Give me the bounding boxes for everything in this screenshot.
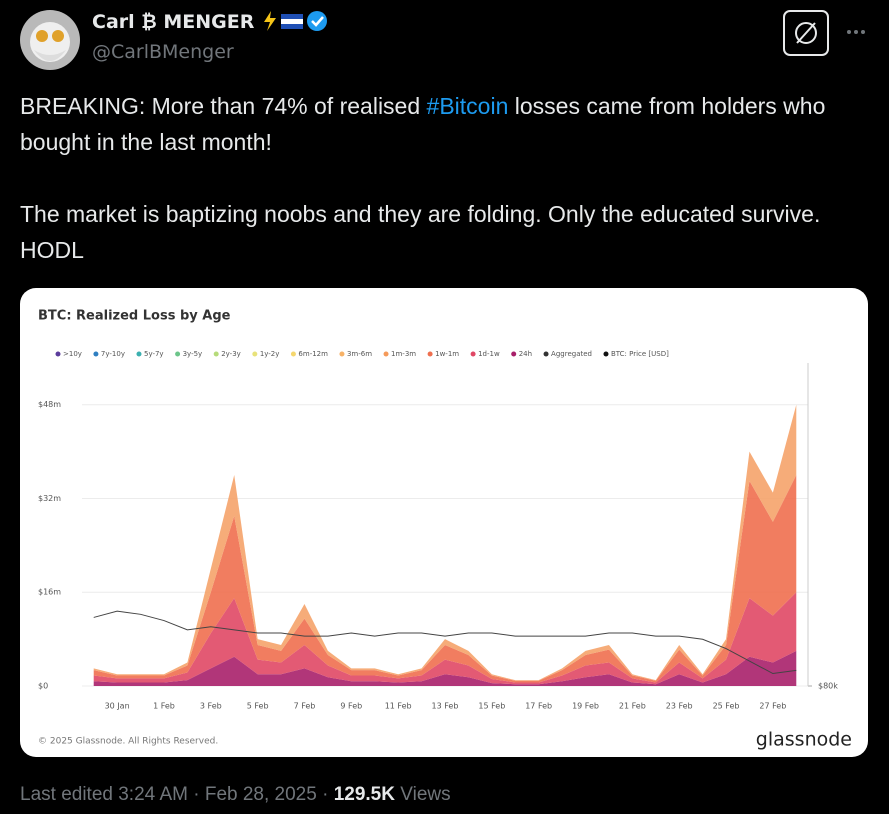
x-tick-label: 1 Feb	[153, 702, 175, 711]
hashtag[interactable]: #Bitcoin	[426, 93, 509, 119]
legend-swatch	[383, 351, 389, 357]
legend-swatch	[543, 351, 549, 357]
chart: BTC: Realized Loss by Age © 2025 Glassno…	[38, 309, 852, 751]
legend-label: 1w-1m	[435, 350, 459, 358]
legend-label: 3m-6m	[347, 350, 372, 358]
chart-card[interactable]: BTC: Realized Loss by Age © 2025 Glassno…	[20, 288, 868, 757]
legend-swatch	[136, 351, 142, 357]
legend-label: 1y-2y	[260, 350, 280, 358]
x-tick-label: 3 Feb	[200, 702, 222, 711]
x-tick-label: 15 Feb	[478, 702, 505, 711]
text: losses came from holders who bought in t…	[20, 93, 826, 155]
text: BREAKING: More than 74% of realised	[20, 93, 427, 119]
x-tick-label: 21 Feb	[619, 702, 646, 711]
legend-label: 1d-1w	[478, 350, 500, 358]
legend-label: BTC: Price [USD]	[611, 350, 669, 358]
legend-swatch	[339, 351, 345, 357]
legend-swatch	[55, 351, 61, 357]
tweet-footer: Last edited 3:24 AM · Feb 28, 2025 · 129…	[20, 784, 451, 806]
price-line	[93, 610, 797, 675]
x-tick-label: 13 Feb	[432, 702, 459, 711]
view-count: 129.5K	[333, 784, 395, 805]
legend-label: 24h	[519, 350, 532, 358]
legend-swatch	[427, 351, 433, 357]
legend-swatch	[290, 351, 296, 357]
legend-label: Aggregated	[551, 350, 592, 358]
chart-title: BTC: Realized Loss by Age	[38, 309, 231, 324]
area	[93, 592, 797, 685]
x-tick-label: 25 Feb	[713, 702, 740, 711]
brand-logo: glassnode	[756, 729, 852, 751]
legend-swatch	[511, 351, 517, 357]
views-label: Views	[400, 784, 451, 805]
paragraph: The market is baptizing noobs and they a…	[20, 201, 821, 263]
x-tick-label: 7 Feb	[294, 702, 316, 711]
x-tick-label: 19 Feb	[572, 702, 599, 711]
handle[interactable]: @CarlBMenger	[92, 41, 234, 63]
copyright: © 2025 Glassnode. All Rights Reserved.	[38, 737, 218, 747]
author-name-text[interactable]: Carl ₿ MENGER	[92, 11, 255, 33]
legend-label: 7y-10y	[101, 350, 125, 358]
y-tick-label: $48m	[38, 400, 61, 409]
y-tick-label: $0	[38, 682, 48, 691]
x-tick-label: 9 Feb	[340, 702, 362, 711]
author-name[interactable]: Carl ₿ MENGER	[92, 10, 329, 34]
top-actions[interactable]	[783, 10, 873, 56]
x-tick-label: 11 Feb	[385, 702, 412, 711]
x-tick-label: 27 Feb	[759, 702, 786, 711]
x-tick-label: 17 Feb	[525, 702, 552, 711]
legend-swatch	[93, 351, 99, 357]
y-tick-label: $16m	[38, 588, 61, 597]
legend-label: 1m-3m	[391, 350, 416, 358]
legend-swatch	[213, 351, 219, 357]
avatar[interactable]	[20, 10, 80, 70]
legend-label: >10y	[63, 350, 82, 358]
legend-label: 6m-12m	[298, 350, 328, 358]
area	[93, 475, 797, 683]
x-tick-label: 5 Feb	[247, 702, 269, 711]
edited-time: Last edited 3:24 AM · Feb 28, 2025 ·	[20, 784, 334, 805]
area	[93, 650, 797, 686]
name-badges	[263, 11, 327, 31]
paragraph: BREAKING: More than 74% of realised #Bit…	[20, 88, 850, 160]
legend-swatch	[470, 351, 476, 357]
legend-swatch	[175, 351, 181, 357]
y-tick-label: $32m	[38, 494, 61, 503]
y2-tick-label: $80k	[818, 682, 838, 691]
tweet-body: BREAKING: More than 74% of realised #Bit…	[20, 88, 850, 304]
x-tick-label: 30 Jan	[105, 702, 130, 711]
legend-swatch	[603, 351, 609, 357]
legend-label: 2y-3y	[221, 350, 241, 358]
legend-label: 3y-5y	[183, 350, 203, 358]
legend-label: 5y-7y	[144, 350, 164, 358]
x-tick-label: 23 Feb	[666, 702, 693, 711]
legend-swatch	[252, 351, 258, 357]
